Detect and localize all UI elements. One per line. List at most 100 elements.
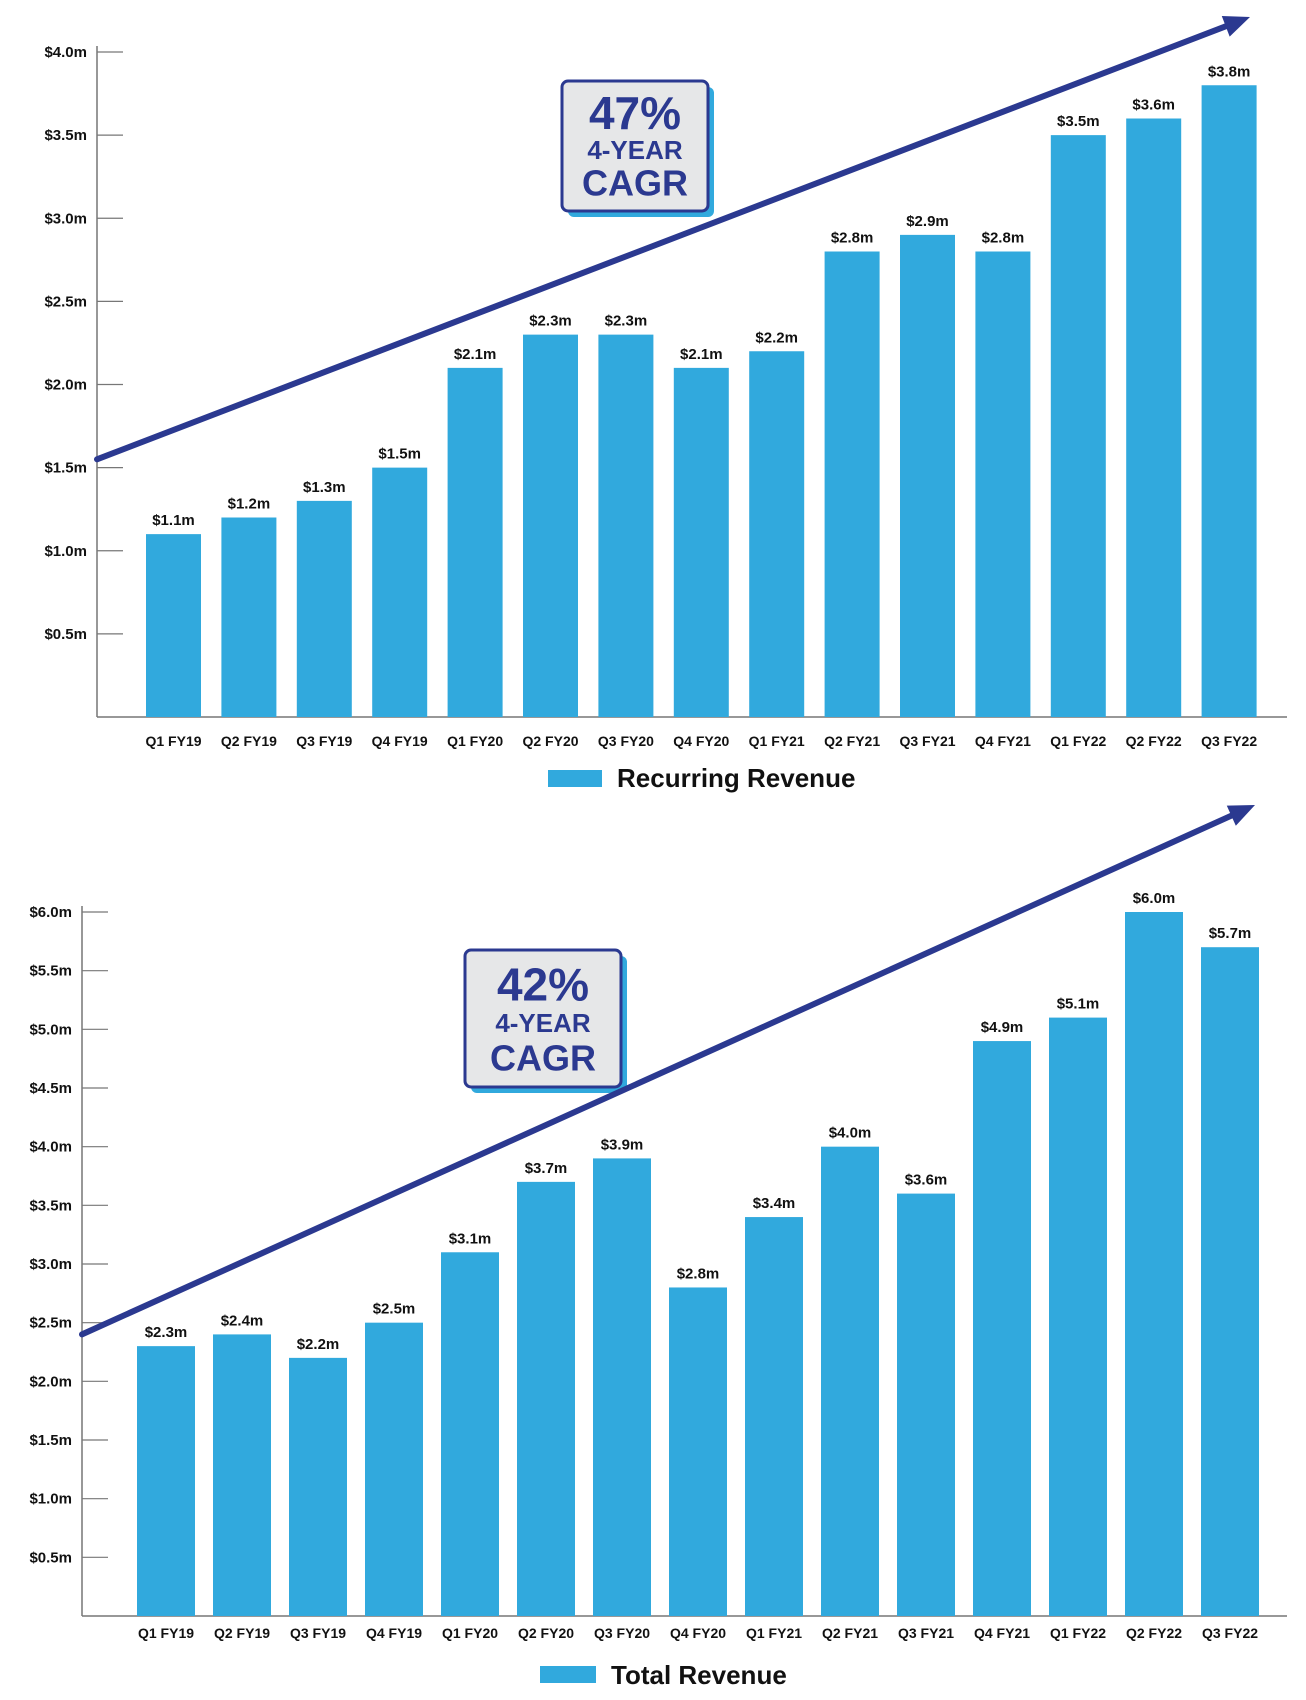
x-tick-label: Q3 FY19 — [290, 1625, 346, 1641]
legend: Recurring Revenue — [548, 763, 855, 793]
x-tick-label: Q1 FY20 — [447, 733, 503, 749]
data-label: $6.0m — [1133, 890, 1176, 907]
bar-chart-1: $0.5m $1.0m $1.5m $2.0m $2.5m $3.0m $3.5m $4.0m… — [44, 16, 1287, 793]
data-label: $3.7m — [525, 1160, 568, 1177]
data-label: $3.1m — [449, 1230, 492, 1247]
cagr-years: 4-YEAR — [587, 135, 683, 165]
data-label: $1.3m — [303, 479, 346, 496]
x-tick-label: Q2 FY19 — [221, 733, 277, 749]
legend: Total Revenue — [540, 1660, 787, 1690]
y-tick-label: $5.0m — [29, 1021, 72, 1038]
bar — [447, 367, 503, 717]
bar — [517, 1181, 575, 1616]
x-tick-label: Q4 FY20 — [673, 733, 729, 749]
bar — [137, 1346, 195, 1616]
legend-label: Total Revenue — [611, 1660, 787, 1690]
y-tick-label: $4.0m — [29, 1139, 72, 1156]
data-label: $3.6m — [905, 1172, 948, 1189]
y-tick-label: $4.0m — [44, 44, 87, 61]
legend-label: Recurring Revenue — [617, 763, 855, 793]
y-tick-label: $1.5m — [29, 1432, 72, 1449]
data-label: $2.1m — [454, 346, 497, 363]
bar — [1049, 1017, 1107, 1616]
badge-box — [463, 948, 623, 1089]
data-label: $2.8m — [831, 230, 874, 247]
cagr-label: CAGR — [582, 162, 688, 203]
cagr-years: 4-YEAR — [495, 1008, 591, 1038]
data-label: $2.2m — [297, 1336, 340, 1353]
bar — [213, 1334, 271, 1616]
bar — [673, 367, 729, 717]
bar — [365, 1322, 423, 1616]
data-label: $2.2m — [755, 329, 798, 346]
data-label: $2.4m — [221, 1312, 264, 1329]
x-tick-label: Q2 FY21 — [824, 733, 880, 749]
y-tick-label: $6.0m — [29, 904, 72, 921]
x-tick-label: Q2 FY22 — [1126, 1625, 1182, 1641]
data-label: $2.5m — [373, 1301, 416, 1318]
trend-arrow — [79, 812, 1235, 1338]
y-tick-label: $5.5m — [29, 963, 72, 980]
y-tick-label: $2.0m — [29, 1373, 72, 1390]
data-label: $2.1m — [680, 346, 723, 363]
x-tick-label: Q4 FY21 — [974, 1625, 1030, 1641]
bar — [1125, 912, 1183, 1616]
data-label: $3.4m — [753, 1195, 796, 1212]
bar — [1126, 118, 1182, 717]
y-tick-label: $1.0m — [29, 1491, 72, 1508]
x-tick-label: Q1 FY21 — [749, 733, 805, 749]
legend-swatch — [540, 1666, 596, 1683]
data-label: $3.5m — [1057, 113, 1100, 130]
x-tick-label: Q1 FY19 — [145, 733, 201, 749]
bar — [523, 334, 578, 717]
y-tick-label: $2.5m — [29, 1315, 72, 1332]
data-label: $2.3m — [529, 313, 572, 330]
bar — [1050, 135, 1106, 717]
y-tick-label: $1.0m — [44, 543, 87, 560]
bar — [669, 1287, 727, 1616]
legend-swatch — [548, 770, 602, 787]
y-tick-label: $3.5m — [44, 127, 87, 144]
x-tick-label: Q4 FY19 — [372, 733, 428, 749]
y-tick-label: $1.5m — [44, 460, 87, 477]
bar — [289, 1357, 347, 1616]
data-label: $2.8m — [982, 230, 1025, 247]
cagr-percent: 42% — [497, 959, 589, 1011]
bar — [749, 351, 805, 717]
bar — [221, 517, 277, 717]
data-label: $3.6m — [1132, 97, 1175, 114]
bar — [975, 251, 1031, 717]
bar — [824, 251, 880, 717]
x-tick-label: Q3 FY20 — [594, 1625, 650, 1641]
x-tick-label: Q4 FY21 — [975, 733, 1031, 749]
cagr-percent: 47% — [589, 87, 681, 139]
bar — [1201, 947, 1259, 1616]
x-tick-label: Q4 FY19 — [366, 1625, 422, 1641]
data-label: $3.9m — [601, 1136, 644, 1153]
data-label: $1.2m — [228, 496, 271, 513]
y-tick-label: $2.5m — [44, 293, 87, 310]
bar — [441, 1252, 499, 1616]
badge-box — [560, 79, 710, 213]
bar — [745, 1217, 803, 1616]
data-label: $2.3m — [605, 313, 648, 330]
data-label: $4.9m — [981, 1019, 1024, 1036]
x-tick-label: Q1 FY19 — [138, 1625, 194, 1641]
data-label: $3.8m — [1208, 63, 1251, 80]
x-tick-label: Q2 FY20 — [518, 1625, 574, 1641]
y-tick-label: $4.5m — [29, 1080, 72, 1097]
x-tick-label: Q3 FY21 — [898, 1625, 954, 1641]
arrow-head-icon — [1226, 805, 1255, 826]
x-tick-label: Q2 FY19 — [214, 1625, 270, 1641]
x-tick-label: Q3 FY22 — [1201, 733, 1257, 749]
data-label: $1.1m — [152, 512, 195, 529]
y-tick-label: $2.0m — [44, 377, 87, 394]
bar — [897, 1193, 955, 1616]
y-tick-label: $3.0m — [29, 1256, 72, 1273]
x-tick-label: Q2 FY20 — [522, 733, 578, 749]
bar — [973, 1041, 1031, 1616]
data-label: $2.8m — [677, 1265, 720, 1282]
